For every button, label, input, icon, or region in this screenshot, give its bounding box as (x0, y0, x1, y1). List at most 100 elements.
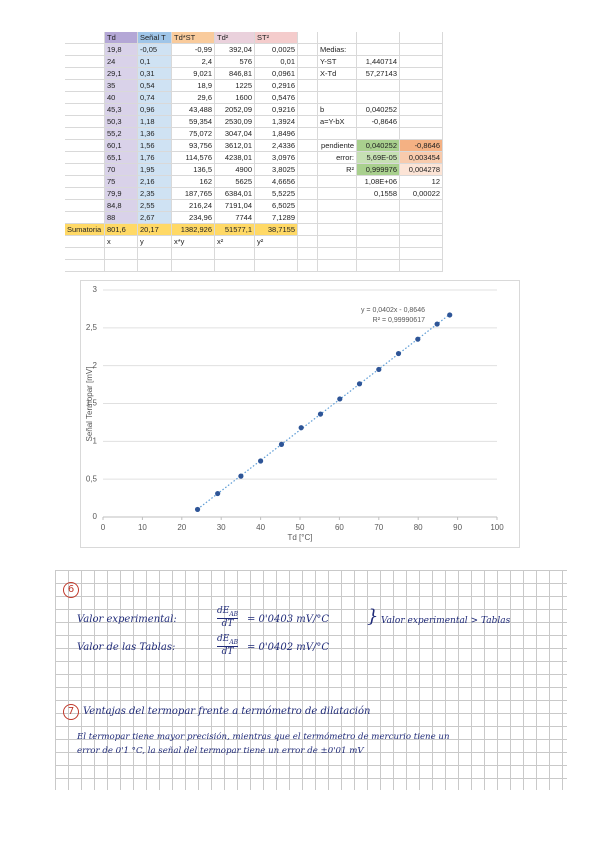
grid-cell (357, 92, 400, 104)
grid-cell (357, 32, 400, 44)
grid-cell (357, 200, 400, 212)
table-cell: 2,4 (172, 56, 215, 68)
x-tick-label: 40 (256, 523, 265, 532)
grid-cell (400, 80, 443, 92)
x-tick-label: 90 (453, 523, 462, 532)
table-cell: 70 (105, 164, 138, 176)
grid-cell (357, 212, 400, 224)
stat-label: Medias: (318, 44, 357, 56)
grid-cell (298, 260, 318, 272)
grid-cell (65, 236, 105, 248)
grid-cell (400, 44, 443, 56)
table-cell: 136,5 (172, 164, 215, 176)
chart-frame (80, 280, 520, 548)
stat-value: 0,1558 (357, 188, 400, 200)
grid-cell (65, 212, 105, 224)
grid-cell (318, 32, 357, 44)
grid-cell (298, 128, 318, 140)
table-cell: 1600 (215, 92, 255, 104)
table-cell: 79,9 (105, 188, 138, 200)
table-cell: 24 (105, 56, 138, 68)
grid-cell (298, 140, 318, 152)
grid-cell (215, 248, 255, 260)
header-cell: Td (105, 32, 138, 44)
grid-cell (65, 44, 105, 56)
stat-value: 0,040252 (357, 140, 400, 152)
table-cell: 4900 (215, 164, 255, 176)
stat-label: pendiente (318, 140, 357, 152)
grid-cell (65, 32, 105, 44)
table-cell: 1,36 (138, 128, 172, 140)
data-point (194, 506, 201, 513)
grid-cell (298, 56, 318, 68)
grid-cell (298, 164, 318, 176)
y-tick-label: 2,5 (86, 323, 98, 332)
table-cell: 84,8 (105, 200, 138, 212)
sum-cell: 20,17 (138, 224, 172, 236)
handwritten-notes: 6 Valor experimental: dEAB dT = 0'0403 mV… (55, 570, 567, 790)
grid-cell (172, 260, 215, 272)
table-cell: 2,55 (138, 200, 172, 212)
note-text: AB (229, 610, 239, 618)
footer-cell: y² (255, 236, 298, 248)
spreadsheet: Td Señal T Td*ST Td² ST² 19,8 -0,05 -0,99 392,04… (65, 32, 443, 272)
table-cell: 114,576 (172, 152, 215, 164)
fraction: dEAB dT (217, 606, 239, 629)
table-cell: 0,54 (138, 80, 172, 92)
data-point (298, 425, 304, 431)
stat-value: -0,8646 (357, 116, 400, 128)
table-cell: 2052,09 (215, 104, 255, 116)
x-tick-label: 60 (335, 523, 344, 532)
table-cell: 9,021 (172, 68, 215, 80)
table-cell: 0,0961 (255, 68, 298, 80)
note-text: dT (221, 646, 234, 657)
table-cell: 75 (105, 176, 138, 188)
grid-cell (298, 176, 318, 188)
stat-label: R² (318, 164, 357, 176)
table-cell: 19,8 (105, 44, 138, 56)
grid-cell (357, 236, 400, 248)
table-cell: 0,31 (138, 68, 172, 80)
grid-cell (298, 236, 318, 248)
data-point (415, 336, 421, 342)
table-cell: 3047,04 (215, 128, 255, 140)
trend-r2: R² = 0,99990617 (373, 317, 425, 324)
y-tick-label: 3 (93, 285, 98, 294)
table-cell: 35 (105, 80, 138, 92)
stat-label: a=Y-bX (318, 116, 357, 128)
stat-value: 5,69E-05 (357, 152, 400, 164)
grid-cell (298, 152, 318, 164)
grid-cell (357, 224, 400, 236)
note-text: Valor experimental > Tablas (381, 616, 511, 626)
grid-cell (318, 260, 357, 272)
table-cell: 45,3 (105, 104, 138, 116)
grid-cell (400, 92, 443, 104)
grid-cell (172, 248, 215, 260)
table-cell: 93,756 (172, 140, 215, 152)
table-cell: 40 (105, 92, 138, 104)
table-cell: 1,95 (138, 164, 172, 176)
grid-cell (298, 212, 318, 224)
data-point (395, 350, 402, 357)
table-cell: 18,9 (172, 80, 215, 92)
table-cell: -0,99 (172, 44, 215, 56)
grid-cell (400, 104, 443, 116)
chart: Td [°C] Señal Termopar [mV] y = 0,0402x … (80, 280, 520, 548)
data-point (337, 396, 343, 402)
note-text: dT (221, 618, 234, 629)
grid-cell (65, 164, 105, 176)
sum-cell: 801,6 (105, 224, 138, 236)
grid-cell (318, 224, 357, 236)
header-cell: ST² (255, 32, 298, 44)
grid-cell (105, 248, 138, 260)
table-cell: 1,76 (138, 152, 172, 164)
table-cell: 29,6 (172, 92, 215, 104)
grid-cell (65, 80, 105, 92)
table-cell: 576 (215, 56, 255, 68)
grid-cell (318, 128, 357, 140)
table-cell: 5625 (215, 176, 255, 188)
grid-cell (65, 128, 105, 140)
data-point (278, 441, 285, 447)
table-cell: 4238,01 (215, 152, 255, 164)
table-cell: 187,765 (172, 188, 215, 200)
